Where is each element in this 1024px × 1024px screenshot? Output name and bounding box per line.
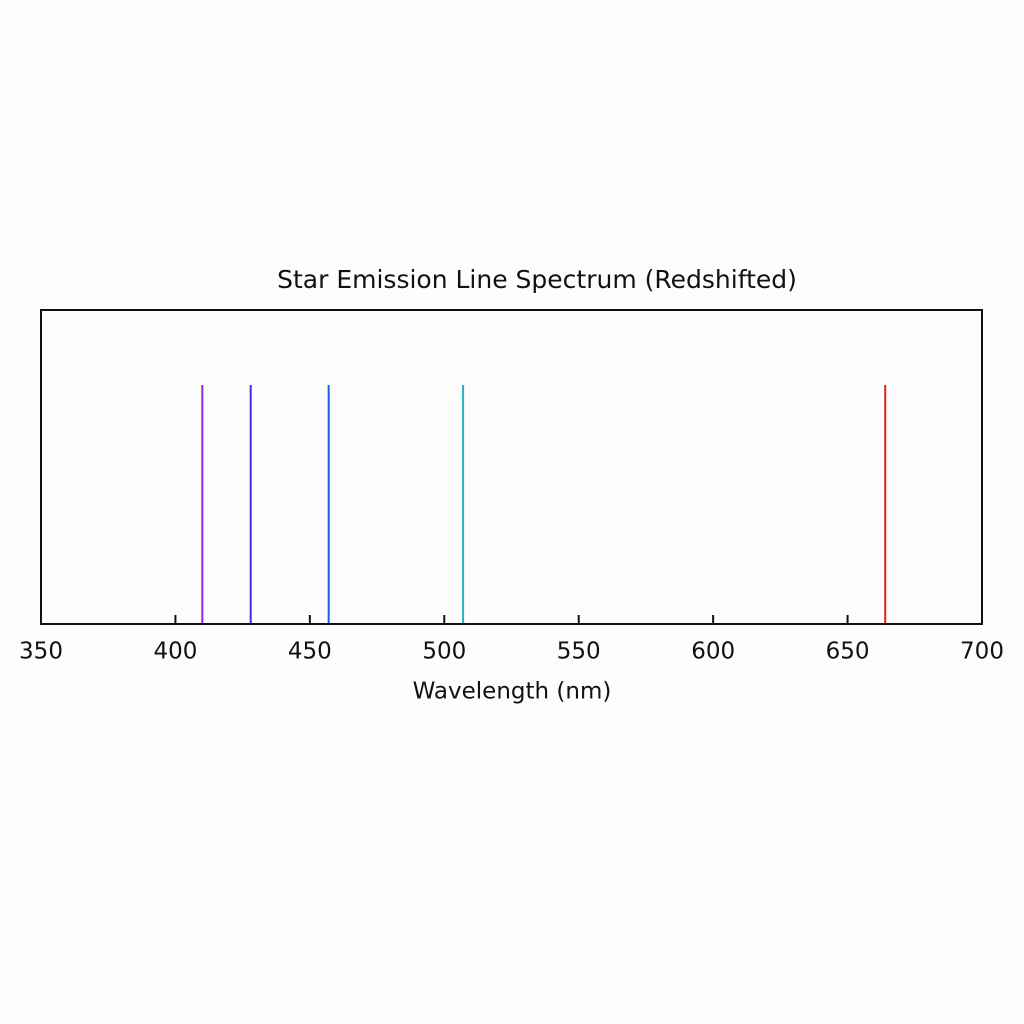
x-tick-label: 650: [826, 639, 870, 665]
x-axis-label: Wavelength (nm): [413, 679, 612, 705]
chart-title: Star Emission Line Spectrum (Redshifted): [277, 265, 797, 294]
x-tick-label: 700: [960, 639, 1004, 665]
x-tick-label: 550: [557, 639, 601, 665]
x-tick-label: 350: [19, 639, 63, 665]
x-tick-label: 400: [153, 639, 197, 665]
x-tick-label: 600: [691, 639, 735, 665]
x-tick-label: 500: [422, 639, 466, 665]
x-tick-label: 450: [288, 639, 332, 665]
plot-frame: [40, 309, 983, 625]
